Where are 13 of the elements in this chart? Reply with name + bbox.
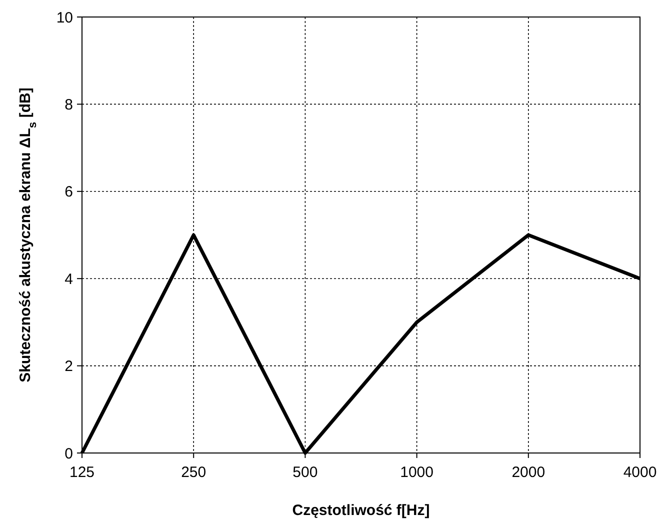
x-tick-label: 500	[292, 464, 318, 481]
y-tick-label: 2	[64, 358, 73, 376]
x-axis-title: Częstotliwość f[Hz]	[292, 502, 430, 519]
x-tick-label: 125	[69, 464, 95, 481]
x-tick-label: 1000	[400, 464, 434, 481]
y-tick-label: 8	[64, 96, 73, 114]
y-tick-label: 6	[64, 184, 73, 201]
y-tick-label: 10	[56, 9, 73, 26]
x-tick-label: 250	[181, 464, 206, 481]
y-tick-label: 4	[64, 270, 73, 288]
x-tick-label: 2000	[512, 464, 546, 481]
x-tick-label: 4000	[623, 464, 657, 481]
y-tick-label: 0	[64, 445, 73, 462]
